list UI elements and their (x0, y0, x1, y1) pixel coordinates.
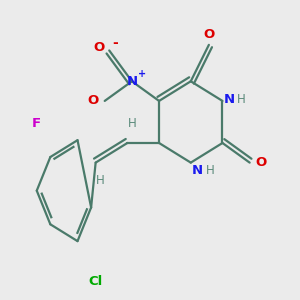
Text: Cl: Cl (88, 275, 103, 288)
Text: N: N (192, 164, 203, 177)
Text: H: H (206, 164, 214, 177)
Text: -: - (112, 36, 118, 50)
Text: O: O (88, 94, 99, 107)
Text: N: N (224, 93, 235, 106)
Text: H: H (237, 93, 246, 106)
Text: F: F (32, 117, 41, 130)
Text: O: O (203, 28, 214, 40)
Text: O: O (255, 156, 267, 169)
Text: +: + (138, 69, 146, 79)
Text: N: N (126, 75, 137, 88)
Text: O: O (94, 41, 105, 54)
Text: H: H (128, 117, 136, 130)
Text: H: H (96, 174, 104, 187)
